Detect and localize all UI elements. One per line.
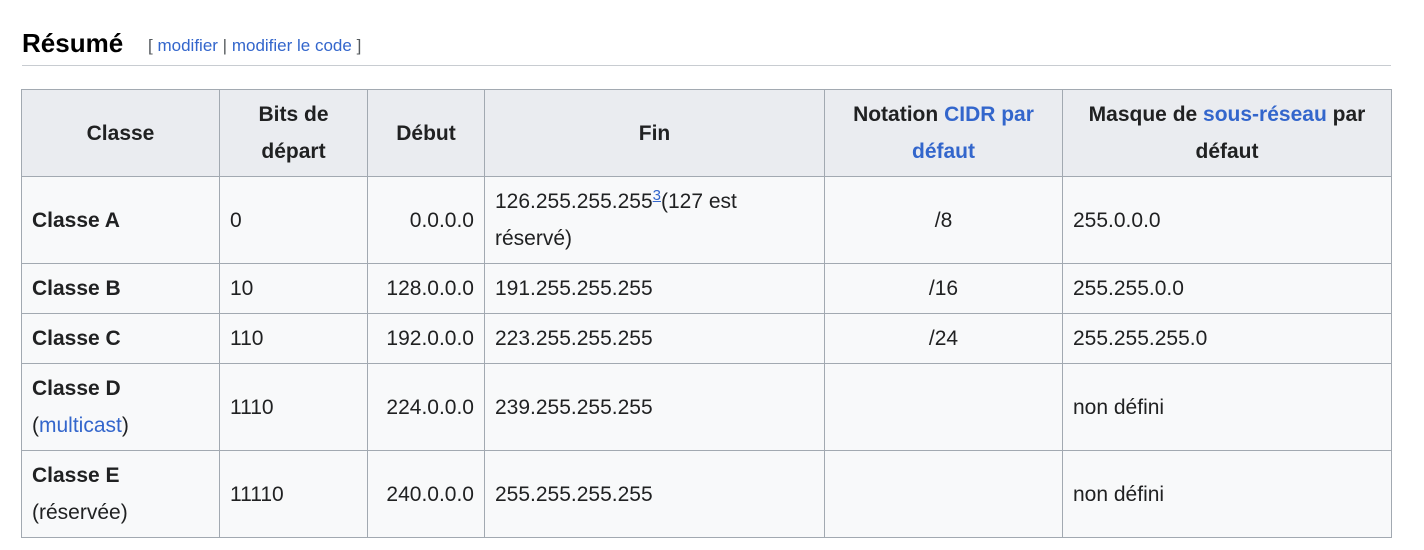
header-cidr: Notation CIDR par défaut [824,89,1063,177]
cell-bits: 10 [219,263,368,314]
cell-bits: 0 [219,176,368,264]
cell-masque: 255.0.0.0 [1062,176,1392,264]
header-cidr-prefix: Notation [853,103,939,126]
cell-debut: 128.0.0.0 [367,263,485,314]
cell-cidr [824,363,1063,451]
edit-code-link[interactable]: modifier le code [231,36,352,55]
table-row: Classe D (multicast) 1110 224.0.0.0 239.2… [21,363,1392,451]
cell-fin: 223.255.255.255 [484,313,825,364]
header-classe: Classe [21,89,220,177]
ip-classes-table: Classe Bits de départ Début Fin Notation… [21,89,1392,538]
cell-debut: 224.0.0.0 [367,363,485,451]
paren-open: ( [32,414,39,437]
table-row: Classe E (réservée) 11110 240.0.0.0 255.2… [21,450,1392,538]
cell-classe: Classe E (réservée) [21,450,220,538]
cell-classe-note: (réservée) [32,501,128,524]
cell-cidr [824,450,1063,538]
cell-fin: 191.255.255.255 [484,263,825,314]
cell-cidr: /24 [824,313,1063,364]
header-masque-suffix: par défaut [1195,103,1366,163]
table-header-row: Classe Bits de départ Début Fin Notation… [21,89,1392,177]
cell-masque: non défini [1062,450,1392,538]
section-heading: Résumé [ modifier | modifier le code ] [22,22,1391,66]
multicast-link[interactable]: multicast [39,414,122,437]
table-row: Classe C 110 192.0.0.0 223.255.255.255 /… [21,313,1392,364]
table-row: Classe A 0 0.0.0.0 126.255.255.2553(127 … [21,176,1392,264]
cell-masque: 255.255.0.0 [1062,263,1392,314]
cell-fin: 126.255.255.2553(127 est réservé) [484,176,825,264]
section-title: Résumé [22,28,124,58]
cell-classe-name: Classe D [32,377,121,400]
cell-classe: Classe C [21,313,220,364]
cell-bits: 1110 [219,363,368,451]
cell-bits: 11110 [219,450,368,538]
paren-close: ) [121,414,129,437]
edit-separator: | [222,36,228,55]
cell-classe: Classe D (multicast) [21,363,220,451]
cell-fin-value: 126.255.255.255 [495,190,653,213]
cell-debut: 0.0.0.0 [367,176,485,264]
header-fin: Fin [484,89,825,177]
cell-masque: non défini [1062,363,1392,451]
cell-debut: 192.0.0.0 [367,313,485,364]
edit-link[interactable]: modifier [157,36,218,55]
edit-bracket-open: [ [148,36,153,55]
cell-bits: 110 [219,313,368,364]
cell-fin: 239.255.255.255 [484,363,825,451]
header-masque: Masque de sous-réseau par défaut [1062,89,1392,177]
cell-fin-note: (127 est réservé) [495,190,737,250]
sous-reseau-link[interactable]: sous-réseau [1203,103,1327,126]
table-row: Classe B 10 128.0.0.0 191.255.255.255 /1… [21,263,1392,314]
cidr-link[interactable]: CIDR par défaut [912,103,1034,163]
cell-classe-name: Classe E [32,464,120,487]
header-masque-prefix: Masque de [1088,103,1198,126]
cell-classe: Classe A [21,176,220,264]
edit-links: [ modifier | modifier le code ] [148,36,361,56]
footnote-ref[interactable]: 3 [652,187,661,204]
header-bits: Bits de départ [219,89,368,177]
edit-bracket-close: ] [356,36,362,55]
cell-fin: 255.255.255.255 [484,450,825,538]
header-debut: Début [367,89,485,177]
cell-classe-note: (multicast) [32,414,129,437]
cell-cidr: /8 [824,176,1063,264]
cell-classe: Classe B [21,263,220,314]
cell-masque: 255.255.255.0 [1062,313,1392,364]
cell-debut: 240.0.0.0 [367,450,485,538]
cell-cidr: /16 [824,263,1063,314]
